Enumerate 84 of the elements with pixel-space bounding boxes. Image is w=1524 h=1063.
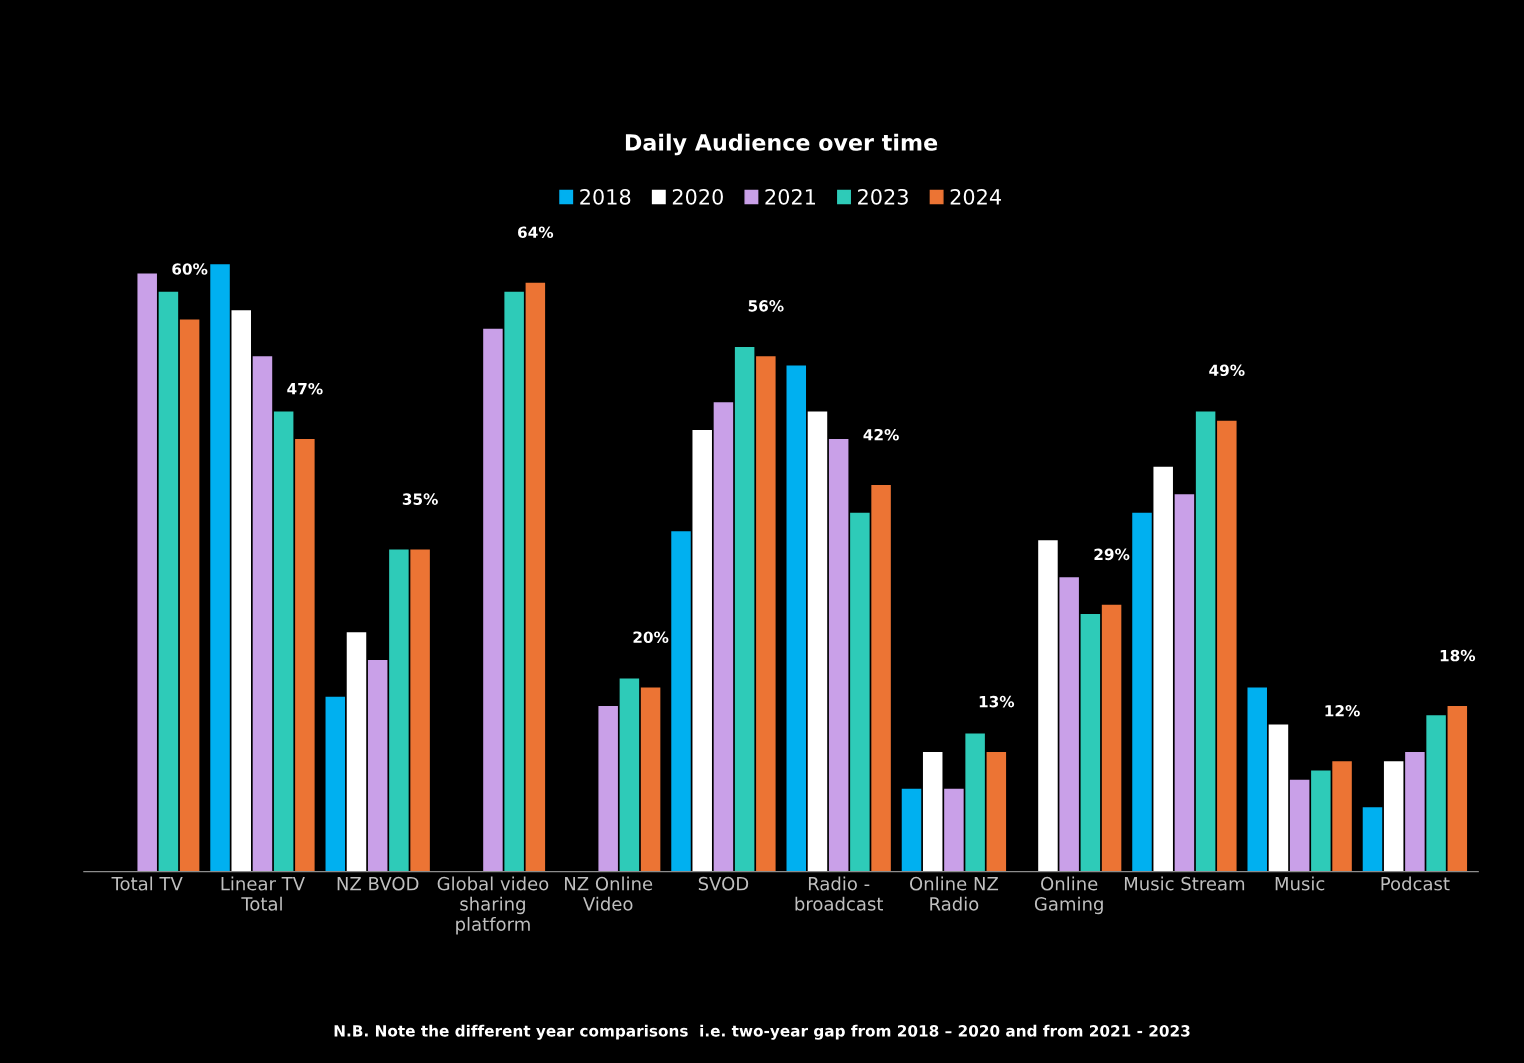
x-tick-label: NZ Online Video — [565, 876, 653, 911]
bar — [1362, 807, 1383, 872]
bar — [1426, 715, 1446, 872]
x-tick-label: SVOD — [698, 876, 749, 891]
bar — [850, 512, 870, 872]
bar — [1383, 761, 1404, 872]
x-tick-label: Online NZ Radio — [910, 876, 999, 911]
data-label: 12% — [1325, 705, 1360, 717]
bar — [1080, 613, 1101, 872]
data-label: 60% — [172, 263, 208, 275]
x-tick-label: NZ BVOD — [337, 876, 419, 891]
bar — [525, 282, 546, 872]
data-label: 18% — [1440, 649, 1476, 662]
legend-label: 2018 — [580, 188, 631, 205]
x-tick-label: Music Stream — [1124, 876, 1245, 891]
bar — [1447, 706, 1468, 872]
bar — [1153, 466, 1173, 872]
bar — [295, 439, 315, 872]
chart-title: Daily Audience over time — [625, 133, 938, 156]
data-label: 13% — [979, 695, 1015, 708]
bar — [901, 788, 922, 872]
bar — [922, 752, 943, 872]
x-tick-label: Global video sharing platform — [437, 876, 549, 935]
bar — [871, 485, 891, 872]
bar — [1174, 494, 1195, 872]
bar — [1132, 512, 1152, 872]
bar — [671, 531, 691, 872]
bar — [692, 429, 712, 872]
x-tick-label: Music — [1275, 876, 1325, 891]
bar — [713, 402, 734, 872]
bar — [619, 678, 640, 872]
bar — [1195, 411, 1216, 872]
bar — [944, 788, 964, 872]
bar — [986, 752, 1007, 872]
bar — [210, 264, 230, 872]
bar — [1101, 604, 1122, 872]
bar — [158, 291, 179, 872]
bar — [1268, 724, 1289, 872]
bar — [1311, 770, 1331, 872]
bar — [807, 411, 828, 872]
data-label: 20% — [633, 631, 669, 643]
bar — [231, 310, 251, 872]
bar — [273, 411, 294, 872]
data-label: 56% — [748, 300, 784, 312]
bar — [1289, 779, 1310, 872]
legend-label: 2024 — [950, 188, 1001, 205]
bar — [965, 733, 985, 872]
bar — [389, 549, 409, 872]
data-label: 64% — [518, 226, 554, 239]
bar — [1059, 577, 1079, 872]
bar — [1217, 420, 1237, 872]
bar — [598, 706, 618, 872]
bar — [179, 319, 200, 872]
bar — [734, 347, 755, 872]
data-label: 49% — [1209, 364, 1245, 377]
bar — [346, 632, 367, 872]
bar — [504, 291, 524, 872]
bar — [756, 356, 776, 872]
bar — [1038, 540, 1058, 872]
bar — [640, 687, 661, 872]
bar — [410, 549, 430, 872]
bar — [786, 365, 807, 872]
bar — [828, 439, 849, 872]
x-tick-label: Online Gaming — [1034, 876, 1103, 915]
bar — [1405, 752, 1425, 872]
legend-label: 2023 — [858, 188, 908, 205]
bar — [1332, 761, 1352, 872]
data-label: 47% — [287, 382, 323, 395]
text: N.B. Note the different year comparisons i.e. two-year gap from 2018 – 2020 and from 2021 - 2023 — [334, 1024, 1190, 1040]
x-tick-label: Linear TV Total — [221, 876, 305, 911]
bar — [483, 328, 503, 872]
data-label: 35% — [402, 493, 438, 505]
x-tick-label: Total TV — [111, 876, 183, 891]
legend-label: 2020 — [672, 188, 723, 205]
bar — [252, 356, 273, 872]
data-label: 42% — [863, 428, 899, 441]
data-label: 29% — [1094, 548, 1130, 561]
legend-label: 2021 — [765, 188, 816, 205]
bar — [325, 696, 346, 872]
bar — [137, 273, 157, 872]
bar — [1247, 687, 1267, 872]
x-tick-label: Podcast — [1381, 876, 1450, 891]
bar — [367, 659, 388, 872]
x-tick-label: Radio - broadcast — [795, 876, 883, 911]
